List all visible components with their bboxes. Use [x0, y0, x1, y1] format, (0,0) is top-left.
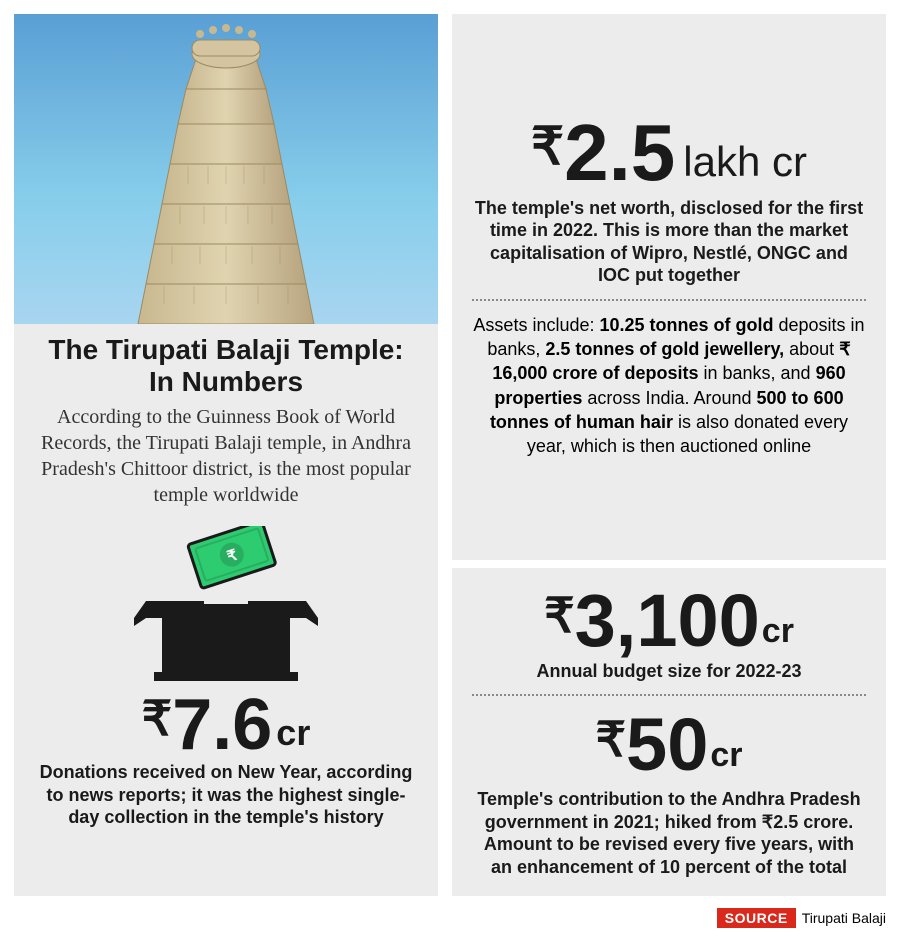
- contribution-stat-desc: Temple's contribution to the Andhra Prad…: [472, 788, 866, 878]
- source-label: SOURCE: [717, 908, 796, 928]
- networth-stat-desc: The temple's net worth, disclosed for th…: [472, 197, 866, 287]
- budget-stat-value: ₹3,100cr: [472, 584, 866, 658]
- temple-photo: [14, 14, 438, 324]
- networth-and-assets-block: ₹2.5lakh cr The temple's net worth, disc…: [452, 14, 886, 560]
- donation-stat-desc: Donations received on New Year, accordin…: [36, 761, 416, 829]
- source-text: Tirupati Balaji: [802, 910, 886, 926]
- contribution-stat-value: ₹50cr: [472, 708, 866, 782]
- rupee-icon: ₹: [596, 714, 627, 767]
- rupee-icon: ₹: [544, 590, 575, 643]
- page-subtitle: According to the Guinness Book of World …: [36, 404, 416, 508]
- page-title: The Tirupati Balaji Temple: In Numbers: [36, 334, 416, 398]
- temple-gopuram-icon: [14, 14, 438, 324]
- networth-stat-value: ₹2.5lakh cr: [472, 113, 866, 193]
- rupee-icon: ₹: [142, 693, 173, 746]
- divider: [472, 299, 866, 301]
- budget-block: ₹3,100cr Annual budget size for 2022-23 …: [452, 568, 886, 897]
- divider: [472, 694, 866, 696]
- donation-stat-value: ₹7.6cr: [142, 689, 311, 761]
- assets-description: Assets include: 10.25 tonnes of gold dep…: [472, 313, 866, 459]
- right-column: ₹2.5lakh cr The temple's net worth, disc…: [452, 14, 886, 896]
- budget-stat-desc: Annual budget size for 2022-23: [472, 660, 866, 683]
- infographic-container: The Tirupati Balaji Temple: In Numbers A…: [0, 0, 900, 910]
- left-column: The Tirupati Balaji Temple: In Numbers A…: [14, 14, 438, 896]
- left-text-block: The Tirupati Balaji Temple: In Numbers A…: [14, 324, 438, 847]
- donation-box-icon: ₹: [126, 526, 326, 681]
- source-attribution: SOURCE Tirupati Balaji: [0, 910, 900, 930]
- rupee-icon: ₹: [531, 118, 564, 176]
